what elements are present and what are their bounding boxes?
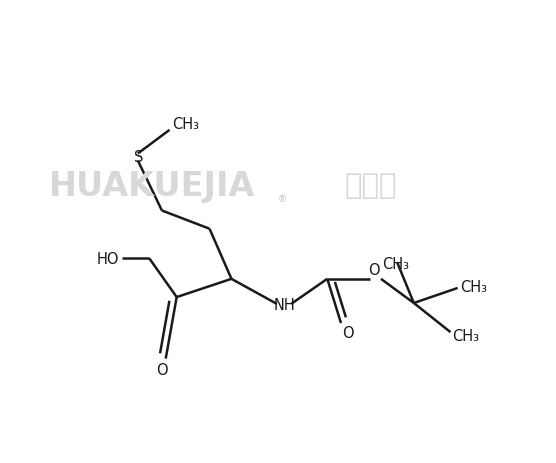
Text: 化学加: 化学加: [345, 172, 398, 200]
Text: ®: ®: [278, 194, 287, 203]
Text: CH₃: CH₃: [382, 257, 409, 271]
Text: O: O: [369, 263, 380, 278]
Text: O: O: [342, 325, 354, 340]
Text: CH₃: CH₃: [172, 117, 198, 132]
Text: S: S: [133, 150, 143, 165]
Text: HO: HO: [97, 251, 119, 266]
Text: CH₃: CH₃: [452, 329, 479, 344]
Text: HUAKUEJIA: HUAKUEJIA: [49, 169, 255, 202]
Text: NH: NH: [273, 298, 295, 313]
Text: CH₃: CH₃: [460, 280, 488, 294]
Text: O: O: [156, 363, 168, 378]
